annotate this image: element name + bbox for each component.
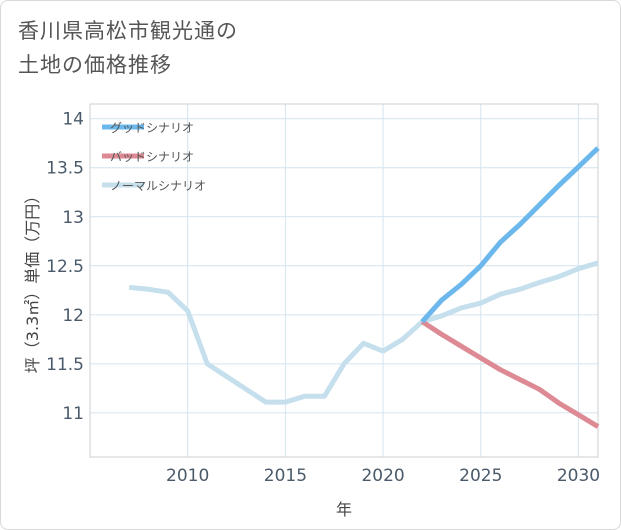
x-tick-label: 2025 [459, 466, 502, 486]
y-tick-label: 12.5 [46, 257, 84, 277]
y-tick-label: 13 [62, 208, 84, 228]
x-axis-title: 年 [336, 500, 352, 519]
chart-title-line-1: 香川県高松市観光通の [18, 19, 238, 43]
legend-label-1: バッドシナリオ [110, 150, 194, 164]
x-tick-label: 2020 [361, 466, 404, 486]
chart-title-line-2: 土地の価格推移 [18, 53, 172, 77]
grid [90, 104, 598, 457]
x-tick-label: 2010 [166, 466, 209, 486]
series-line-0 [420, 146, 600, 324]
x-tick-label: 2030 [557, 466, 600, 486]
y-tick-label: 13.5 [46, 159, 84, 179]
legend-label-0: グッドシナリオ [110, 121, 194, 135]
plot-area [89, 103, 599, 458]
series-line-2 [128, 260, 599, 405]
x-tick-label: 2015 [264, 466, 307, 486]
series-line-1 [420, 319, 600, 429]
y-axis-ticks: 11 11.5 12 12.5 13 13.5 14 [46, 110, 84, 424]
y-tick-label: 14 [62, 110, 84, 130]
x-axis-ticks: 2010 2015 2020 2025 2030 [166, 466, 600, 486]
series-group [128, 146, 600, 429]
y-tick-label: 12 [62, 306, 84, 326]
y-tick-label: 11 [62, 404, 84, 424]
legend-label-2: ノーマルシナリオ [110, 179, 206, 193]
y-tick-label: 11.5 [46, 355, 84, 375]
y-axis-title: 坪（3.3㎡）単価（万円） [23, 188, 42, 373]
chart-title: 香川県高松市観光通の 土地の価格推移 [18, 14, 238, 82]
